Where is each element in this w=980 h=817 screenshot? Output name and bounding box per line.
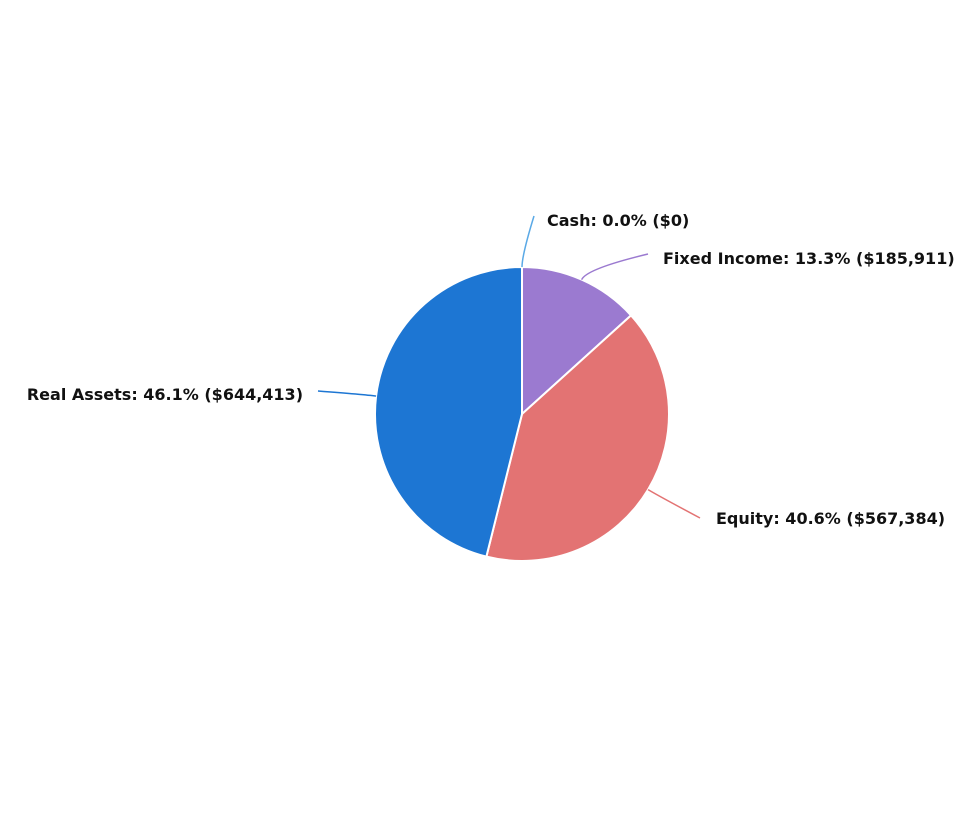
data-labels: Cash: 0.0% ($0) Fixed Income: 13.3% ($185… [27, 211, 955, 528]
data-label-equity: Equity: 40.6% ($567,384) [716, 509, 945, 528]
pie-slice-real-assets[interactable] [374, 266, 523, 558]
connector-equity [647, 488, 701, 519]
pie-slice-fixed-income[interactable] [521, 266, 633, 415]
connector-fixed-income [580, 253, 649, 281]
connector-cash [521, 215, 535, 268]
data-label-cash: Cash: 0.0% ($0) [547, 211, 689, 230]
label-connectors [317, 215, 701, 519]
connector-real-assets [317, 390, 377, 397]
data-label-fixed-income: Fixed Income: 13.3% ($185,911) [663, 249, 955, 268]
pie-slices [374, 266, 670, 562]
data-label-real-assets: Real Assets: 46.1% ($644,413) [27, 385, 303, 404]
